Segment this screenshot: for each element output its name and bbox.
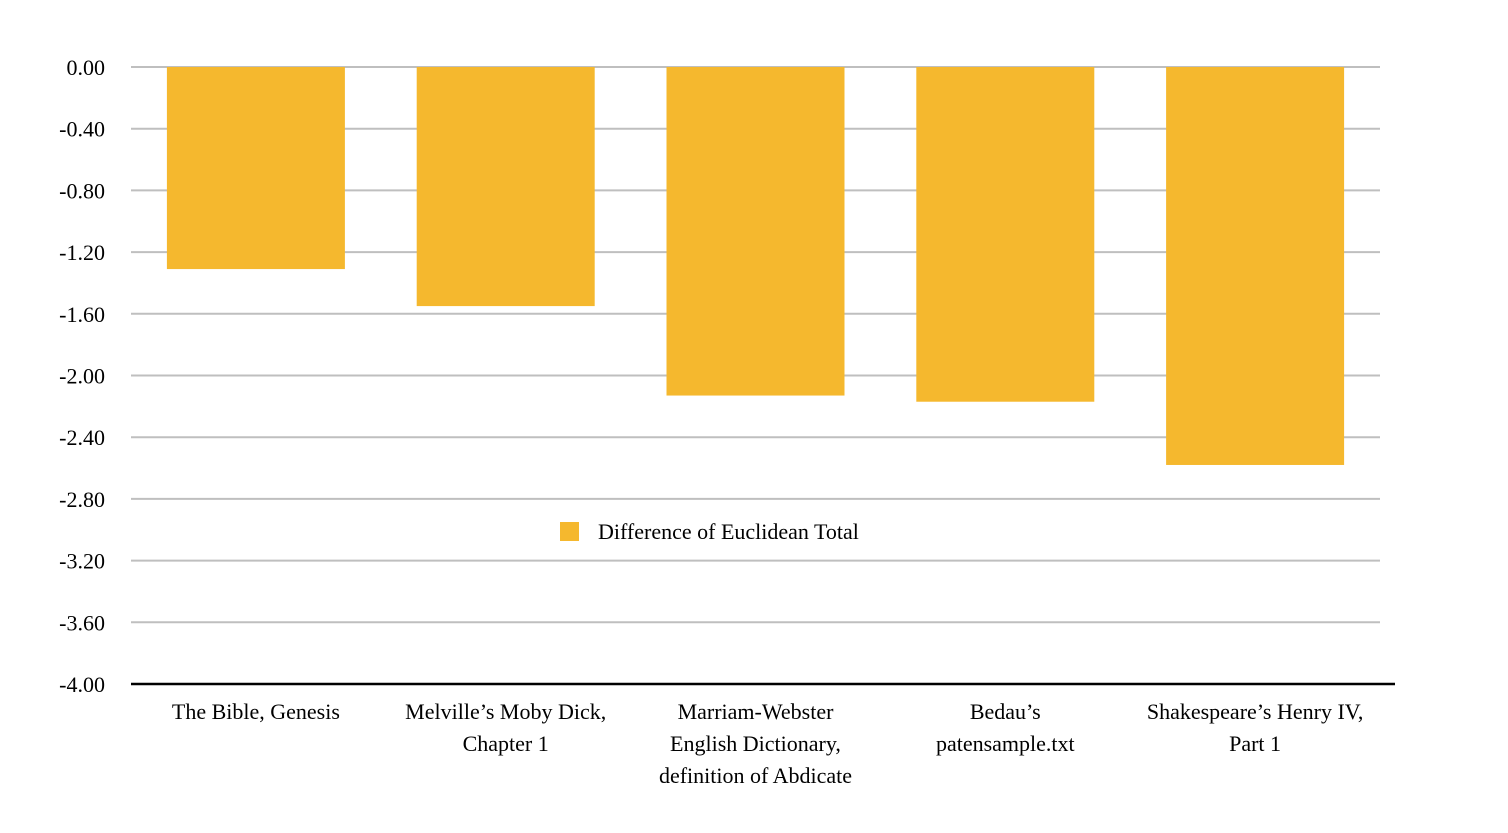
- x-tick-label-line: Bedau’s: [970, 699, 1041, 724]
- x-tick-label: Bedau’s patensample.txt: [936, 699, 1075, 756]
- y-tick-label: -2.40: [59, 425, 105, 450]
- x-tick-label: Marriam-Webster English Dictionary, defini…: [659, 699, 852, 788]
- x-tick-label-line: patensample.txt: [936, 731, 1075, 756]
- x-tick-label-line: Chapter 1: [463, 731, 549, 756]
- legend-swatch: [560, 522, 579, 541]
- y-tick-label: -1.20: [59, 240, 105, 265]
- bars: [166, 67, 1345, 465]
- x-tick-label-line: Part 1: [1229, 731, 1281, 756]
- y-axis-tick-labels: 0.00 -0.40 -0.80 -1.20 -1.60 -2.00 -2.40 -2.80 -…: [59, 55, 105, 697]
- y-tick-label: -2.00: [59, 364, 105, 389]
- x-tick-label-line: The Bible, Genesis: [172, 699, 340, 724]
- x-axis-category-labels: The Bible, Genesis Melville’s Moby Dick, C…: [172, 699, 1363, 788]
- y-tick-label: -4.00: [59, 672, 105, 697]
- y-tick-label: -3.60: [59, 610, 105, 635]
- bar: [666, 67, 845, 396]
- y-tick-label: -0.80: [59, 178, 105, 203]
- bar: [166, 67, 345, 270]
- y-tick-label: 0.00: [67, 55, 106, 80]
- x-tick-label-line: Melville’s Moby Dick,: [405, 699, 606, 724]
- y-tick-label: -0.40: [59, 117, 105, 142]
- y-tick-label: -3.20: [59, 549, 105, 574]
- x-tick-label-line: definition of Abdicate: [659, 763, 852, 788]
- y-tick-label: -2.80: [59, 487, 105, 512]
- bar: [1166, 67, 1345, 465]
- x-tick-label-line: Marriam-Webster: [678, 699, 835, 724]
- x-tick-label-line: English Dictionary,: [670, 731, 841, 756]
- x-tick-label: Melville’s Moby Dick, Chapter 1: [405, 699, 606, 756]
- y-tick-label: -1.60: [59, 302, 105, 327]
- x-tick-label-line: Shakespeare’s Henry IV,: [1147, 699, 1363, 724]
- x-tick-label: Shakespeare’s Henry IV, Part 1: [1147, 699, 1363, 756]
- bar: [916, 67, 1095, 402]
- bar: [416, 67, 595, 307]
- legend-label: Difference of Euclidean Total: [598, 519, 859, 544]
- legend: Difference of Euclidean Total: [560, 519, 859, 544]
- x-tick-label: The Bible, Genesis: [172, 699, 340, 724]
